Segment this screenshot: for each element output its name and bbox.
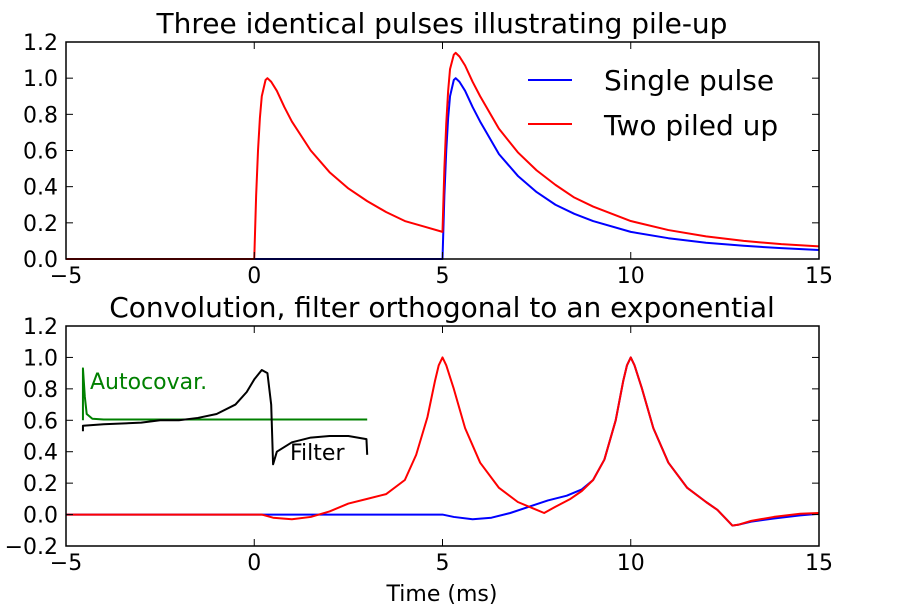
bottom-chart-inset: [81, 367, 369, 466]
chart1-ytick-label: −0.2: [5, 535, 58, 560]
chart0-ytick-label: 0.4: [23, 176, 58, 201]
chart1-ytick-label: 0.8: [23, 378, 58, 403]
inset-line-0: [81, 367, 368, 421]
chart1-xtick-label: 10: [617, 551, 645, 576]
chart1-ytick-label: 0.2: [23, 472, 58, 497]
chart1-ytick-label: 1.0: [23, 346, 58, 371]
chart1-ytick-label: 0.4: [23, 441, 58, 466]
chart0-ytick-label: 0.8: [23, 103, 58, 128]
chart1-xtick-label: 0: [247, 551, 261, 576]
legend-label-single-pulse: Single pulse: [604, 64, 774, 97]
chart1-xtick-label: 5: [436, 551, 450, 576]
chart0-xtick-label: 15: [805, 264, 833, 289]
top-chart-series: [66, 51, 820, 260]
bottom-chart-panel: Convolution, filter orthogonal to an exp…: [5, 291, 833, 606]
top-chart-ticks: −5 0 5 10 15 0.0 0.2 0.4 0.6 0.8 1.0 1.2: [23, 31, 833, 289]
chart1-xtick-label: −5: [50, 551, 82, 576]
chart0-ytick-label: 1.2: [23, 31, 58, 56]
chart0-ytick-label: 1.0: [23, 67, 58, 92]
inset-line-1: [81, 369, 369, 466]
chart0-series-line-0: [66, 77, 820, 260]
top-chart-legend: Single pulse Two piled up: [528, 64, 778, 142]
top-chart-panel: Three identical pulses illustrating pile…: [23, 7, 833, 289]
chart0-xtick-label: −5: [50, 264, 82, 289]
chart0-ytick-label: 0.2: [23, 212, 58, 237]
legend-label-two-piled-up: Two piled up: [603, 109, 778, 142]
x-axis-label: Time (ms): [386, 582, 498, 606]
inset-label-filter: Filter: [290, 441, 345, 466]
bottom-chart-series: [66, 356, 820, 527]
chart0-xtick-label: 5: [436, 264, 450, 289]
chart1-series-line-1: [66, 356, 820, 527]
chart0-ytick-label: 0.0: [23, 248, 58, 273]
chart0-xtick-label: 10: [617, 264, 645, 289]
bottom-chart-ticks: −5 0 5 10 15 −0.2 0.0 0.2 0.4 0.6 0.8 1.0 1.2: [5, 315, 833, 576]
chart1-ytick-label: 0.0: [23, 504, 58, 529]
chart1-xtick-label: 15: [805, 551, 833, 576]
inset-label-autocovar: Autocovar.: [90, 370, 207, 395]
chart0-series-line-1: [66, 51, 820, 260]
chart0-ytick-label: 0.6: [23, 140, 58, 165]
chart1-ytick-label: 0.6: [23, 409, 58, 434]
top-chart-title: Three identical pulses illustrating pile…: [156, 7, 728, 40]
bottom-chart-title: Convolution, filter orthogonal to an exp…: [109, 291, 775, 324]
chart1-ytick-label: 1.2: [23, 315, 58, 340]
chart0-xtick-label: 0: [247, 264, 261, 289]
